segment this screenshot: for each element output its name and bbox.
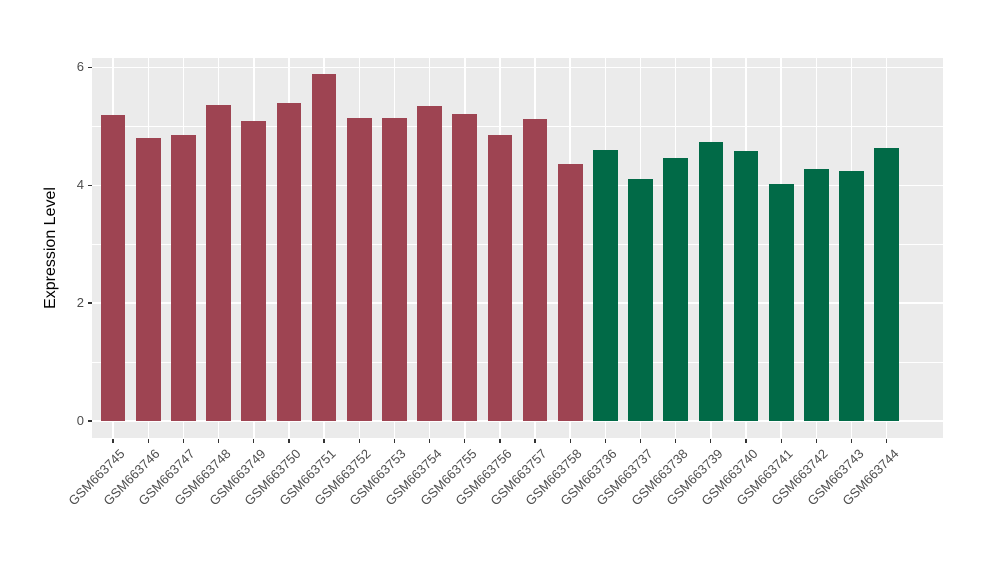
x-tick-mark: [253, 438, 255, 443]
y-tick-mark: [87, 420, 92, 422]
x-tick-mark: [675, 438, 677, 443]
x-tick-mark: [534, 438, 536, 443]
y-tick-mark: [87, 184, 92, 186]
bar-GSM663756: [487, 135, 513, 421]
bar-GSM663739: [698, 142, 724, 421]
x-tick-mark: [217, 438, 220, 443]
x-tick-mark: [780, 438, 782, 443]
x-tick-mark: [639, 438, 642, 443]
bar-GSM663748: [206, 105, 231, 421]
x-tick-mark: [288, 438, 290, 443]
x-tick-mark: [604, 438, 606, 443]
bar-GSM663757: [522, 119, 548, 421]
x-tick-mark: [428, 438, 431, 443]
bar-GSM663753: [382, 117, 407, 421]
bar-GSM663742: [804, 169, 829, 421]
bar-GSM663740: [733, 151, 759, 421]
x-tick-mark: [464, 438, 466, 443]
bar-GSM663747: [171, 134, 196, 421]
bar-GSM663754: [417, 106, 442, 421]
x-tick-mark: [850, 438, 853, 443]
bar-GSM663741: [768, 184, 794, 421]
x-tick-mark: [358, 438, 360, 443]
y-tick-label: 4: [76, 177, 84, 193]
x-tick-mark: [710, 438, 712, 443]
y-tick-label: 0: [76, 412, 84, 428]
bar-GSM663743: [839, 171, 864, 421]
x-tick-mark: [499, 438, 501, 443]
gridline-major: [92, 302, 943, 304]
x-tick-mark: [182, 438, 185, 443]
bar-GSM663746: [135, 138, 161, 421]
bar-GSM663751: [311, 74, 337, 421]
gridline-major: [92, 420, 943, 422]
x-tick-mark: [147, 438, 149, 443]
gridline-major: [92, 184, 943, 186]
gridline-minor: [92, 125, 943, 127]
y-axis-title: Expression Level: [42, 187, 59, 309]
gridline-major: [92, 66, 943, 69]
y-tick-mark: [87, 302, 92, 304]
bar-GSM663737: [628, 179, 653, 421]
panel-background: [92, 58, 943, 438]
x-tick-mark: [323, 438, 325, 443]
y-tick-label: 6: [76, 59, 84, 75]
bar-GSM663752: [346, 117, 372, 421]
bar-GSM663745: [100, 114, 126, 421]
x-tick-mark: [815, 438, 817, 443]
bar-GSM663758: [557, 164, 583, 421]
gridline-minor: [92, 243, 943, 245]
x-tick-mark: [886, 438, 888, 443]
bar-GSM663744: [874, 148, 900, 421]
x-tick-mark: [569, 438, 571, 443]
x-tick-mark: [745, 438, 747, 443]
y-tick-label: 2: [76, 295, 84, 311]
bar-GSM663755: [452, 113, 478, 421]
bar-GSM663750: [276, 103, 302, 421]
y-tick-mark: [87, 66, 92, 68]
bar-GSM663738: [663, 157, 689, 421]
bar-GSM663736: [593, 149, 618, 421]
x-tick-mark: [393, 438, 395, 443]
plot-panel: [92, 58, 943, 438]
x-tick-mark: [112, 438, 114, 443]
gridline-minor: [92, 361, 943, 363]
bar-GSM663749: [241, 121, 267, 421]
